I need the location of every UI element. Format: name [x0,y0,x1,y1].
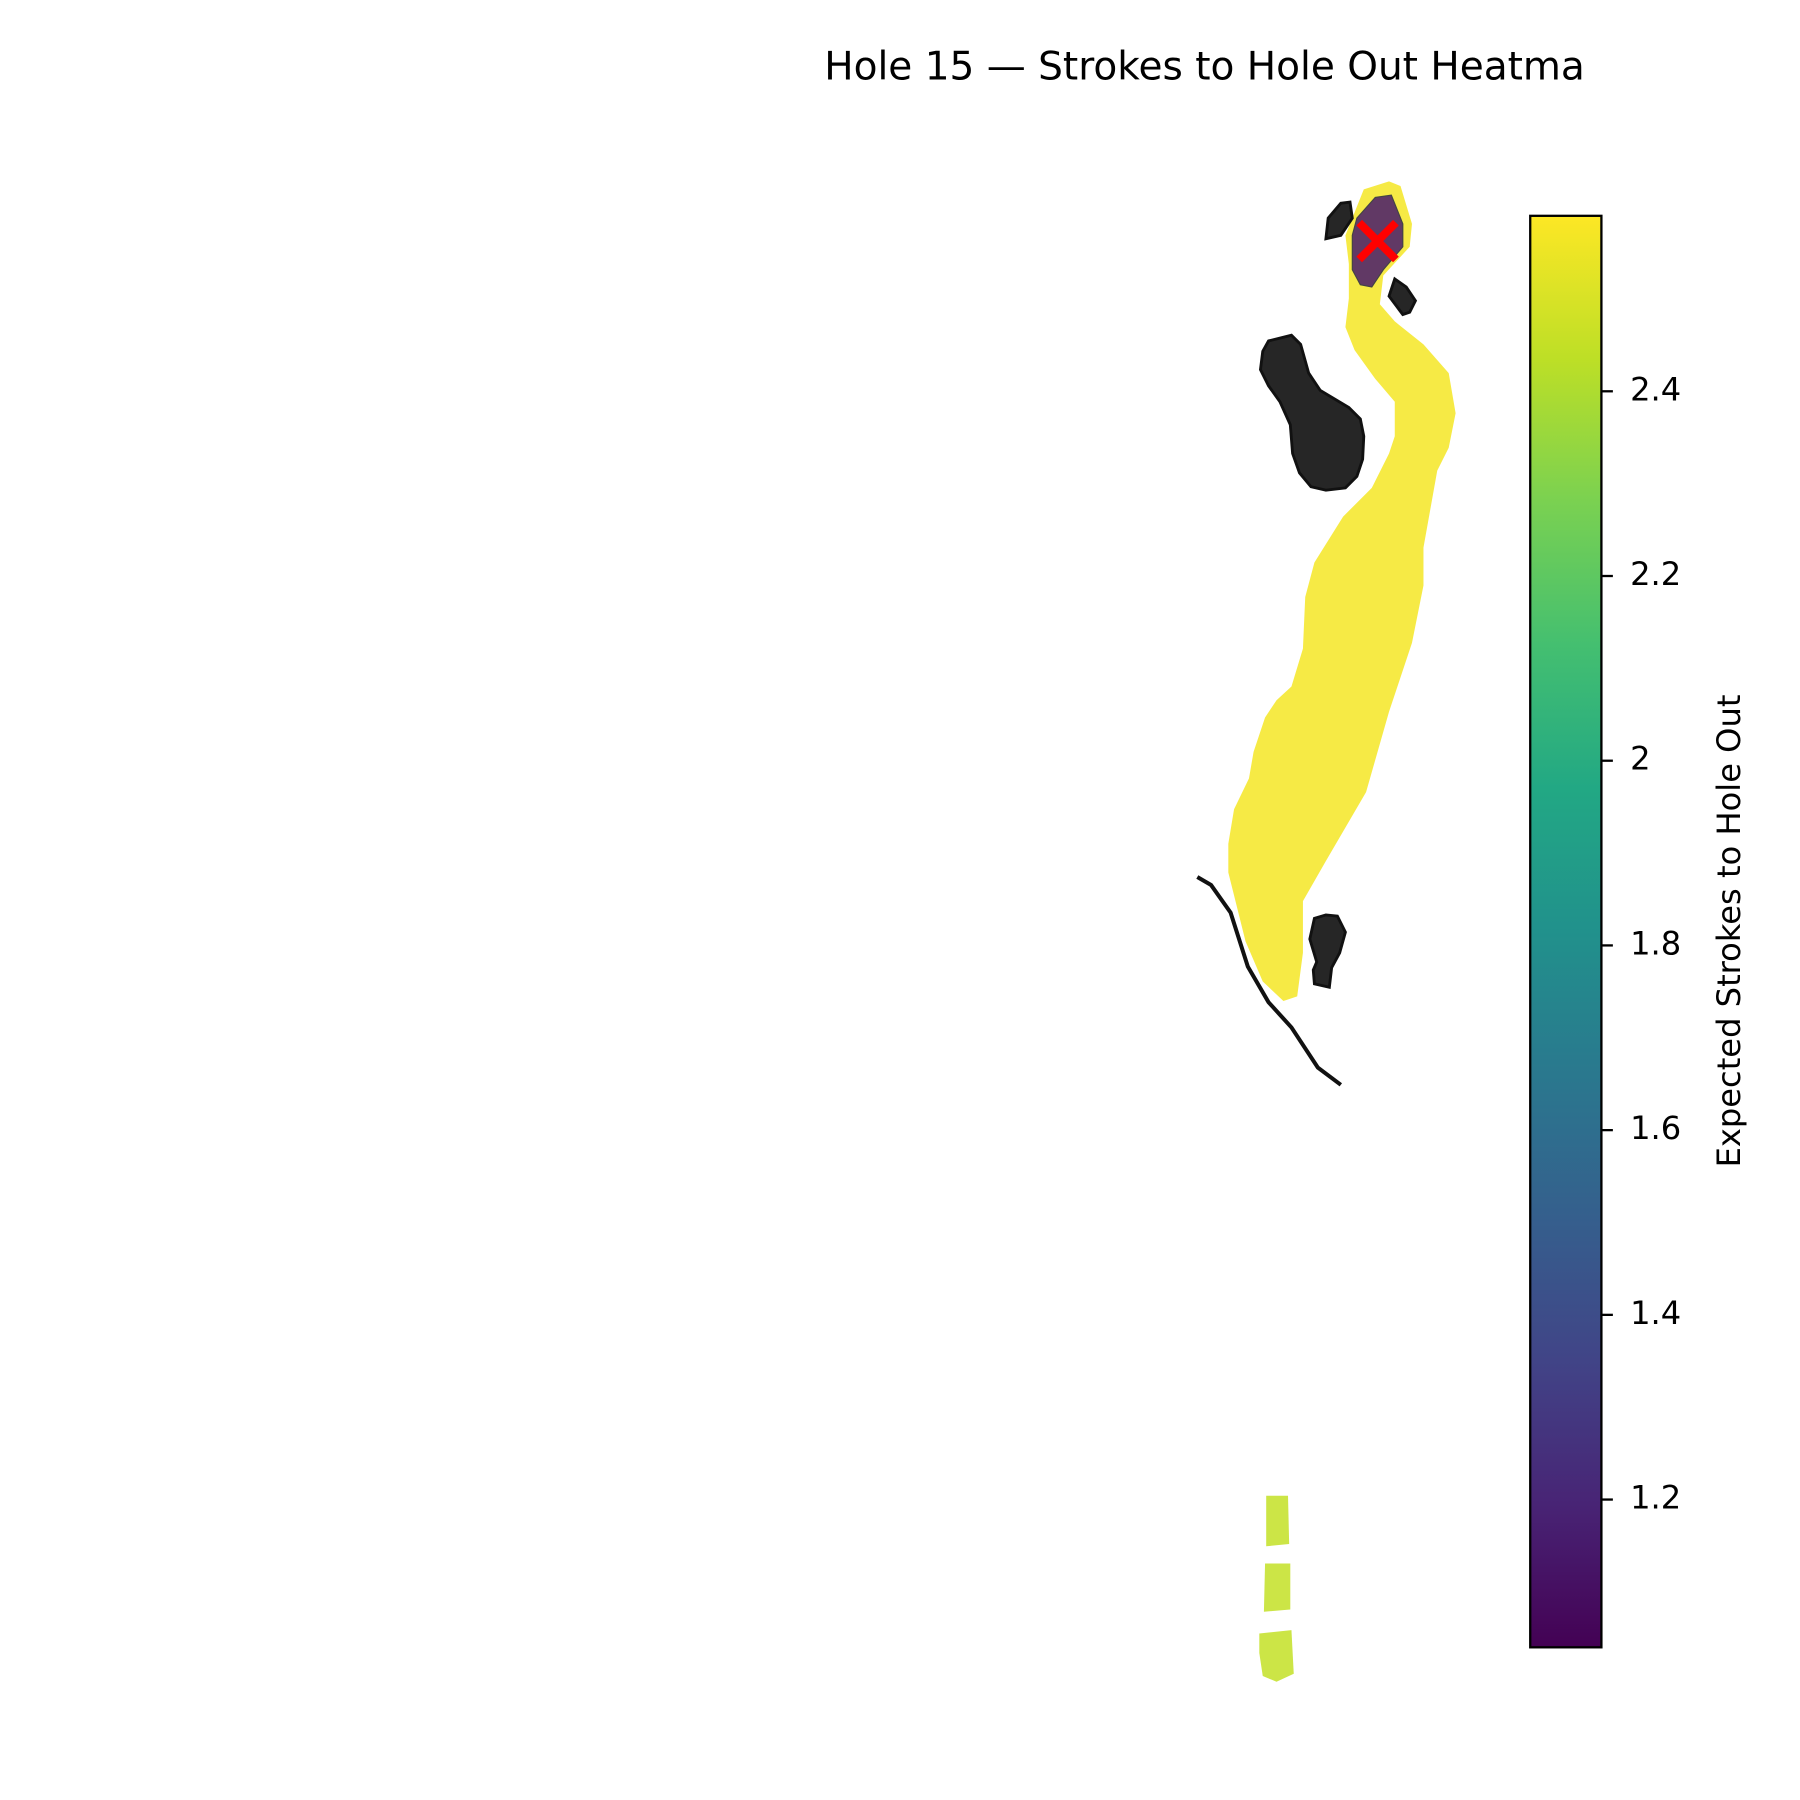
colorbar-label: Expected Strokes to Hole Out [1710,695,1748,1168]
colorbar-tick-label: 2.2 [1630,555,1681,593]
pin-stroke [1356,219,1399,263]
heat-region [1259,1630,1294,1682]
colorbar-tick-label: 2 [1630,740,1650,778]
hazards [1196,200,1418,1087]
colorbar-tick-label: 1.4 [1630,1294,1681,1332]
colorbar-tick-label: 1.8 [1630,924,1681,962]
heat-region [1263,1563,1291,1612]
chart-title: Hole 15 — Strokes to Hole Out Heatma [824,44,1585,89]
pin-marker [1356,219,1399,263]
boundary-line [1196,875,1343,1087]
colorbar-ticks: 1.2 1.4 1.6 1.8 2 2.2 2.4 [1601,370,1681,1517]
heat-region [1228,181,1456,1002]
colorbar-tick-label: 2.4 [1630,370,1681,408]
colorbar-tick-label: 1.6 [1630,1109,1681,1147]
bunker [1324,200,1354,241]
bunker [1387,276,1418,317]
water [1258,333,1366,492]
bunker [1308,913,1347,990]
colorbar [1529,214,1603,1649]
colorbar-tick-label: 1.2 [1630,1479,1681,1517]
heat-region [1266,1495,1290,1547]
